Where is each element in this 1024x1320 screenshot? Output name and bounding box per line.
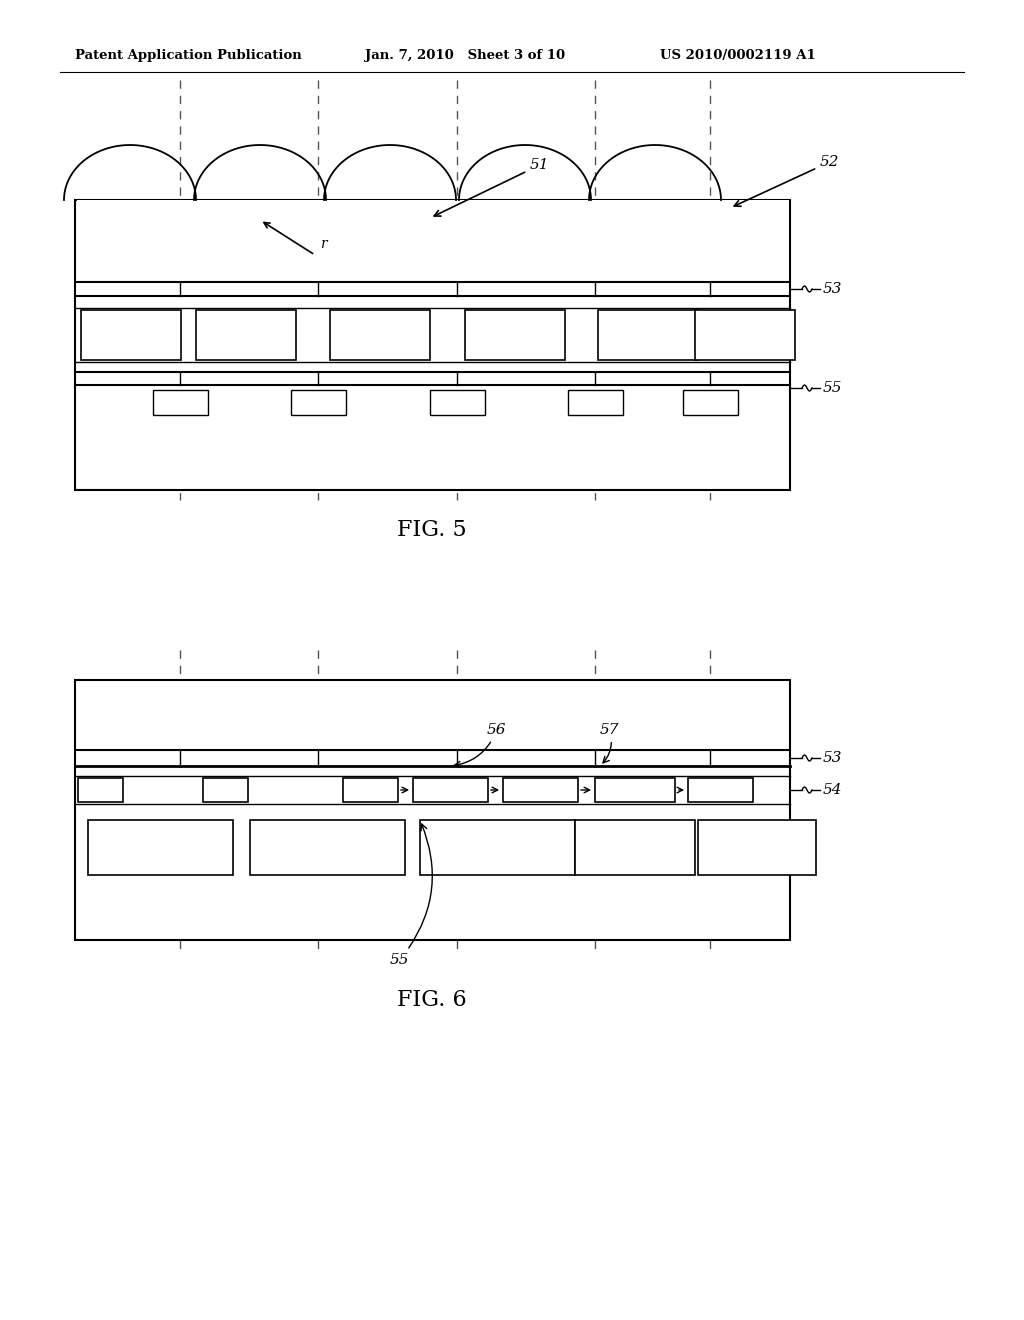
Text: 52: 52: [734, 154, 840, 206]
Text: FIG. 6: FIG. 6: [397, 989, 467, 1011]
Text: 56: 56: [455, 723, 507, 767]
Bar: [203, 777, 248, 803]
Text: r: r: [319, 238, 327, 251]
Bar: [430, 389, 485, 414]
Bar: [88, 820, 233, 875]
Text: 51: 51: [434, 158, 550, 216]
Bar: [291, 389, 346, 414]
Bar: [78, 777, 123, 803]
Text: FIG. 5: FIG. 5: [397, 519, 467, 541]
Text: 55: 55: [823, 381, 843, 395]
Text: 53: 53: [823, 282, 843, 296]
Bar: [330, 310, 430, 360]
Text: 55: 55: [390, 824, 432, 968]
Text: 57: 57: [600, 723, 620, 763]
Text: 54: 54: [823, 783, 843, 797]
Bar: [196, 310, 296, 360]
Bar: [81, 310, 181, 360]
Bar: [250, 820, 406, 875]
Bar: [568, 389, 623, 414]
Bar: [598, 310, 698, 360]
Bar: [683, 389, 738, 414]
Bar: [688, 777, 753, 803]
Bar: [75, 201, 790, 490]
Bar: [413, 777, 488, 803]
Bar: [153, 389, 208, 414]
Bar: [698, 820, 816, 875]
Text: Jan. 7, 2010   Sheet 3 of 10: Jan. 7, 2010 Sheet 3 of 10: [365, 49, 565, 62]
Bar: [465, 310, 565, 360]
Bar: [575, 820, 695, 875]
Bar: [77, 201, 788, 280]
Text: 53: 53: [823, 751, 843, 766]
Bar: [75, 680, 790, 940]
Bar: [420, 820, 575, 875]
Bar: [503, 777, 578, 803]
Bar: [595, 777, 675, 803]
Bar: [343, 777, 398, 803]
Bar: [695, 310, 795, 360]
Text: Patent Application Publication: Patent Application Publication: [75, 49, 302, 62]
Text: US 2010/0002119 A1: US 2010/0002119 A1: [660, 49, 816, 62]
